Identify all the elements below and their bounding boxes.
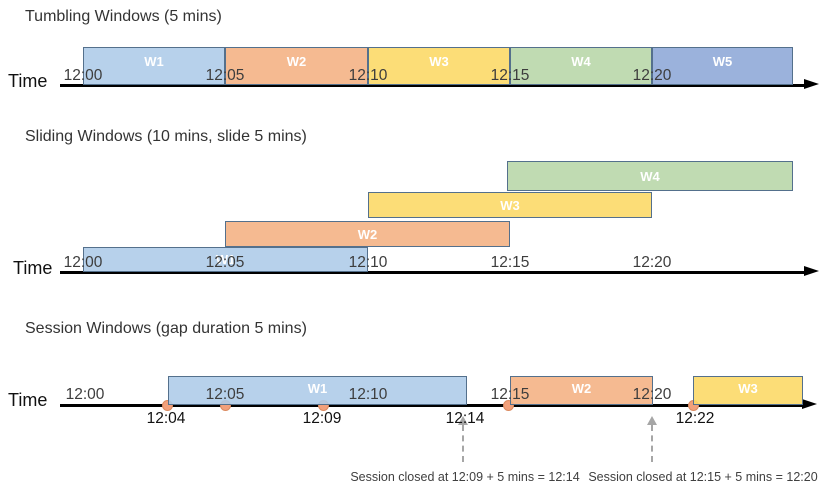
timeline-axis <box>60 84 806 87</box>
window-label: W1 <box>215 252 236 267</box>
window-bar-sliding-w4 <box>507 161 793 191</box>
tick-label: 12:00 <box>63 67 103 84</box>
section-title-session: Session Windows (gap duration 5 mins) <box>25 320 307 337</box>
window-label: W3 <box>429 54 449 69</box>
timeline-arrowhead-icon <box>802 399 817 409</box>
closure-arrow-up-icon <box>647 416 657 425</box>
event-time-label: 12:22 <box>675 410 715 427</box>
window-bar-session-w3 <box>693 376 803 405</box>
event-dot <box>161 399 173 411</box>
tick-label: 12:05 <box>205 386 245 403</box>
timeline-arrowhead-icon <box>804 79 819 89</box>
window-bar-sliding-w2 <box>225 221 510 247</box>
time-axis-label: Time <box>8 390 48 410</box>
closure-note: Session closed at 12:09 + 5 mins = 12:14 <box>350 470 580 484</box>
window-bar-tumbling-w4 <box>510 47 652 85</box>
event-dot <box>502 399 514 411</box>
window-bar-tumbling-w3 <box>368 47 510 85</box>
tick-label: 12:10 <box>348 67 388 84</box>
time-axis-label: Time <box>13 258 53 278</box>
tick-label: 12:10 <box>348 386 388 403</box>
tick-label: 12:20 <box>632 254 672 271</box>
tick-label: 12:05 <box>205 67 245 84</box>
time-axis-label: Time <box>8 71 48 91</box>
window-label: W3 <box>738 381 758 396</box>
tick-label: 12:05 <box>205 254 245 271</box>
closure-note: Session closed at 12:15 + 5 mins = 12:20 <box>588 470 818 484</box>
window-label: W2 <box>286 54 307 69</box>
closure-arrow-stem <box>462 425 464 462</box>
timeline-axis <box>60 271 806 274</box>
tick-label: 12:00 <box>65 386 105 403</box>
tick-label: 12:20 <box>632 67 672 84</box>
window-bar-sliding-w3 <box>368 192 652 218</box>
timeline-axis <box>60 404 804 407</box>
window-bar-session-w1 <box>168 376 467 405</box>
event-time-label: 12:04 <box>146 410 186 427</box>
tick-label: 12:15 <box>490 386 530 403</box>
event-time-label: 12:14 <box>445 410 485 427</box>
tick-label: 12:20 <box>632 386 672 403</box>
tick-label: 12:15 <box>490 254 530 271</box>
window-label: W1 <box>307 381 328 396</box>
window-label: W1 <box>144 54 164 69</box>
tick-label: 12:10 <box>348 254 388 271</box>
window-bar-session-w2 <box>510 376 653 405</box>
window-label: W4 <box>571 54 591 69</box>
window-bar-sliding-w1 <box>83 247 368 272</box>
tick-label: 12:00 <box>63 254 103 271</box>
section-title-tumbling: Tumbling Windows (5 mins) <box>25 8 222 25</box>
window-bar-tumbling-w2 <box>225 47 368 85</box>
timeline-arrowhead-icon <box>804 266 819 276</box>
window-bar-tumbling-w5 <box>652 47 793 85</box>
window-label: W4 <box>640 169 660 184</box>
closure-arrow-up-icon <box>458 416 468 425</box>
tick-label: 12:15 <box>490 67 530 84</box>
window-label: W5 <box>712 54 733 69</box>
window-label: W2 <box>571 381 592 396</box>
window-bar-tumbling-w1 <box>83 47 225 85</box>
event-time-label: 12:09 <box>302 410 342 427</box>
window-label: W2 <box>357 227 378 242</box>
window-label: W3 <box>500 198 520 213</box>
section-title-sliding: Sliding Windows (10 mins, slide 5 mins) <box>25 128 307 145</box>
closure-arrow-stem <box>651 425 653 462</box>
